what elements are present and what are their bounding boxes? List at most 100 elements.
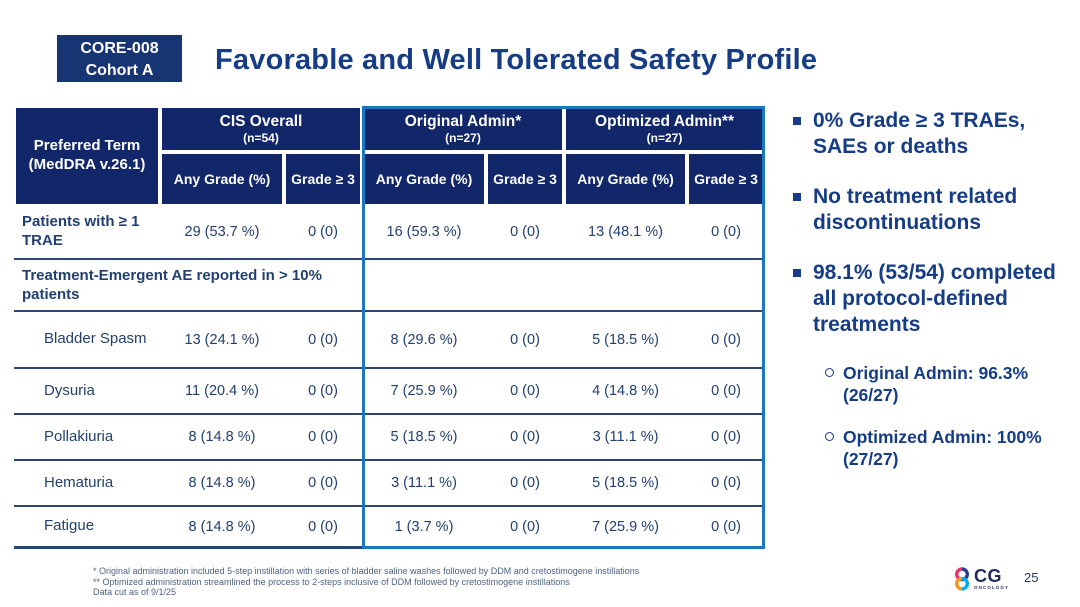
- cohort-badge: CORE-008 Cohort A: [57, 35, 182, 82]
- value-cell: 0 (0): [284, 459, 362, 505]
- value-cell: 0 (0): [687, 310, 766, 367]
- subcolumn-header: Grade ≥ 3: [687, 152, 766, 206]
- square-bullet-icon: [793, 193, 801, 201]
- value-cell: 0 (0): [486, 367, 565, 413]
- footnote-optimized-admin: ** Optimized administration streamlined …: [93, 576, 570, 587]
- key-point-text: 98.1% (53/54) completed all protocol-def…: [813, 261, 1056, 336]
- value-cell: 13 (24.1 %): [160, 310, 284, 367]
- circle-bullet-icon: [825, 368, 834, 377]
- table-row: Pollakiuria 8 (14.8 %) 0 (0) 5 (18.5 %) 0 (0…: [14, 413, 766, 459]
- square-bullet-icon: [793, 117, 801, 125]
- key-point-sub-text: Original Admin: 96.3% (26/27): [843, 363, 1029, 405]
- key-point: No treatment related discontinuations: [793, 184, 1068, 236]
- value-cell: 8 (14.8 %): [160, 413, 284, 459]
- group-n: (n=54): [243, 130, 279, 145]
- column-group-header: CIS Overall (n=54): [160, 106, 362, 152]
- column-group-header: Original Admin* (n=27): [362, 106, 565, 152]
- section-label-cell: Treatment-Emergent AE reported in > 10% …: [14, 258, 362, 310]
- value-cell: 7 (25.9 %): [564, 505, 688, 549]
- value-cell: 13 (48.1 %): [588, 224, 663, 240]
- header-row-subcolumns: Any Grade (%) Grade ≥ 3 Any Grade (%) Grade…: [14, 152, 766, 206]
- value-cell: 3 (11.1 %): [362, 459, 486, 505]
- row-label-cell: Patients with ≥ 1 TRAE: [22, 213, 140, 249]
- value-cell: 0 (0): [284, 310, 362, 367]
- value-cell: 0 (0): [510, 224, 540, 240]
- value-cell: 0 (0): [687, 367, 766, 413]
- safety-table-wrap: Preferred Term (MedDRA v.26.1) CIS Overal…: [14, 106, 766, 549]
- subcolumn-header: Grade ≥ 3: [486, 152, 565, 206]
- value-cell: 0 (0): [308, 224, 338, 240]
- table-row: Fatigue 8 (14.8 %) 0 (0) 1 (3.7 %) 0 (0) 7 (2…: [14, 505, 766, 549]
- value-cell: 8 (29.6 %): [362, 310, 486, 367]
- value-cell: 0 (0): [486, 413, 565, 459]
- value-cell: 0 (0): [687, 459, 766, 505]
- group-label: CIS Overall: [219, 112, 303, 130]
- table-row: Bladder Spasm 13 (24.1 %) 0 (0) 8 (29.6 %) 0…: [14, 310, 766, 367]
- key-point-sub: Optimized Admin: 100% (27/27): [825, 426, 1068, 470]
- value-cell: 7 (25.9 %): [362, 367, 486, 413]
- value-cell: 16 (59.3 %): [386, 224, 462, 240]
- square-bullet-icon: [793, 269, 801, 277]
- table-row: Dysuria 11 (20.4 %) 0 (0) 7 (25.9 %) 0 (0) 4 …: [14, 367, 766, 413]
- key-point-sub: Original Admin: 96.3% (26/27): [825, 362, 1068, 406]
- value-cell: 8 (14.8 %): [160, 459, 284, 505]
- cg-oncology-logo-icon: [955, 567, 969, 591]
- group-n: (n=27): [445, 130, 481, 145]
- row-label-cell: Hematuria: [14, 459, 160, 505]
- badge-study-id: CORE-008: [80, 40, 159, 57]
- page-number: 25: [1024, 570, 1039, 585]
- row-label-cell: Fatigue: [14, 505, 160, 549]
- key-point-sub-text: Optimized Admin: 100% (27/27): [843, 427, 1042, 469]
- value-cell: 5 (18.5 %): [362, 413, 486, 459]
- footnotes: * Original administration included 5-ste…: [93, 566, 639, 598]
- group-label: Original Admin*: [404, 112, 522, 130]
- value-cell: 0 (0): [284, 413, 362, 459]
- value-cell: 8 (14.8 %): [160, 505, 284, 549]
- value-cell: 5 (18.5 %): [564, 459, 688, 505]
- section-empty-cell: [362, 258, 766, 310]
- cg-oncology-logo: CG ONCOLOGY: [952, 566, 1009, 592]
- circle-bullet-icon: [825, 432, 834, 441]
- safety-table: Preferred Term (MedDRA v.26.1) CIS Overal…: [14, 106, 766, 549]
- row-label-cell: Pollakiuria: [14, 413, 160, 459]
- value-cell: 0 (0): [284, 505, 362, 549]
- logo-cg: CG: [974, 566, 1002, 587]
- subcolumn-header: Any Grade (%): [160, 152, 284, 206]
- value-cell: 4 (14.8 %): [564, 367, 688, 413]
- footnote-data-cut: Data cut as of 9/1/25: [93, 587, 177, 597]
- value-cell: 0 (0): [711, 224, 741, 240]
- value-cell: 0 (0): [687, 413, 766, 459]
- subcolumn-header: Any Grade (%): [564, 152, 688, 206]
- subcolumn-header: Grade ≥ 3: [284, 152, 362, 206]
- value-cell: 0 (0): [486, 505, 565, 549]
- column-group-header: Optimized Admin** (n=27): [564, 106, 766, 152]
- value-cell: 11 (20.4 %): [160, 367, 284, 413]
- page-title: Favorable and Well Tolerated Safety Prof…: [215, 44, 818, 76]
- logo-text: CG ONCOLOGY: [974, 567, 1009, 591]
- group-n: (n=27): [646, 130, 683, 145]
- key-points-panel: 0% Grade ≥ 3 TRAEs, SAEs or deaths No tre…: [793, 108, 1068, 490]
- value-cell: 0 (0): [486, 459, 565, 505]
- key-point: 0% Grade ≥ 3 TRAEs, SAEs or deaths: [793, 108, 1068, 160]
- badge-cohort: Cohort A: [85, 61, 154, 79]
- group-label: Optimized Admin**: [595, 112, 734, 130]
- row-label-cell: Dysuria: [14, 367, 160, 413]
- value-cell: 1 (3.7 %): [362, 505, 486, 549]
- column-header-preferred-term: Preferred Term (MedDRA v.26.1): [14, 106, 160, 206]
- table-row: Hematuria 8 (14.8 %) 0 (0) 3 (11.1 %) 0 (0) 5…: [14, 459, 766, 505]
- key-point-text: No treatment related discontinuations: [813, 185, 1018, 234]
- footnote-original-admin: * Original administration included 5-ste…: [93, 566, 640, 576]
- value-cell: 0 (0): [486, 310, 565, 367]
- value-cell: 0 (0): [284, 367, 362, 413]
- value-cell: 3 (11.1 %): [564, 413, 688, 459]
- value-cell: 5 (18.5 %): [564, 310, 688, 367]
- logo-oncology: ONCOLOGY: [974, 585, 1010, 591]
- table-row: Patients with ≥ 1 TRAE 29 (53.7 %) 0 (0) 16…: [14, 206, 765, 258]
- value-cell: 0 (0): [687, 505, 766, 549]
- value-cell: 29 (53.7 %): [184, 224, 260, 240]
- row-label-cell: Bladder Spasm: [14, 310, 160, 367]
- section-row: Treatment-Emergent AE reported in > 10% …: [14, 258, 766, 310]
- subcolumn-header: Any Grade (%): [362, 152, 486, 206]
- key-point-text: 0% Grade ≥ 3 TRAEs, SAEs or deaths: [813, 109, 1026, 158]
- header-row-groups: Preferred Term (MedDRA v.26.1) CIS Overal…: [14, 106, 766, 206]
